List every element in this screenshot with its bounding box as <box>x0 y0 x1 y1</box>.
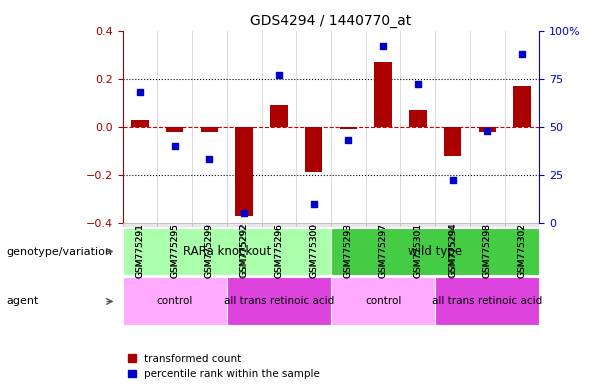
Bar <box>340 127 357 129</box>
Text: all trans retinoic acid: all trans retinoic acid <box>224 296 334 306</box>
FancyBboxPatch shape <box>158 223 192 227</box>
Bar <box>201 127 218 132</box>
Text: GSM775298: GSM775298 <box>483 223 492 278</box>
FancyBboxPatch shape <box>331 228 539 275</box>
Text: GSM775298: GSM775298 <box>483 223 492 278</box>
Text: GSM775301: GSM775301 <box>413 223 422 278</box>
Bar <box>166 127 183 132</box>
Text: GSM775294: GSM775294 <box>448 223 457 278</box>
Point <box>309 200 319 207</box>
FancyBboxPatch shape <box>227 223 262 227</box>
Text: GSM775297: GSM775297 <box>379 223 387 278</box>
Point <box>517 51 527 57</box>
Text: GSM775302: GSM775302 <box>517 223 527 278</box>
Text: GSM775292: GSM775292 <box>240 223 249 278</box>
FancyBboxPatch shape <box>435 223 470 227</box>
Point <box>274 72 284 78</box>
FancyBboxPatch shape <box>435 278 539 325</box>
Text: GSM775299: GSM775299 <box>205 223 214 278</box>
Text: GSM775296: GSM775296 <box>275 223 283 278</box>
Bar <box>479 127 496 132</box>
Text: agent: agent <box>6 296 39 306</box>
FancyBboxPatch shape <box>331 223 366 227</box>
Bar <box>235 127 253 215</box>
Text: GSM775301: GSM775301 <box>413 223 422 278</box>
Point <box>239 210 249 216</box>
Text: GSM775291: GSM775291 <box>135 223 145 278</box>
Point <box>135 89 145 95</box>
Text: GSM775295: GSM775295 <box>170 223 179 278</box>
Text: control: control <box>365 296 402 306</box>
Legend: transformed count, percentile rank within the sample: transformed count, percentile rank withi… <box>128 354 321 379</box>
FancyBboxPatch shape <box>123 278 227 325</box>
Point <box>343 137 353 143</box>
Text: GSM775302: GSM775302 <box>517 223 527 278</box>
FancyBboxPatch shape <box>123 223 158 227</box>
Text: GSM775295: GSM775295 <box>170 223 179 278</box>
FancyBboxPatch shape <box>504 223 539 227</box>
Text: genotype/variation: genotype/variation <box>6 247 112 257</box>
Text: GSM775300: GSM775300 <box>309 223 318 278</box>
Text: all trans retinoic acid: all trans retinoic acid <box>432 296 543 306</box>
Point <box>447 177 457 184</box>
Text: GSM775294: GSM775294 <box>448 223 457 278</box>
Point <box>378 43 388 49</box>
Point <box>413 81 423 88</box>
FancyBboxPatch shape <box>262 223 296 227</box>
Bar <box>131 119 149 127</box>
Bar <box>444 127 461 156</box>
FancyBboxPatch shape <box>400 223 435 227</box>
FancyBboxPatch shape <box>366 223 400 227</box>
Text: control: control <box>156 296 193 306</box>
FancyBboxPatch shape <box>227 278 331 325</box>
Text: RARa knockout: RARa knockout <box>183 245 271 258</box>
Text: wild type: wild type <box>408 245 462 258</box>
Text: GSM775296: GSM775296 <box>275 223 283 278</box>
Text: GSM775292: GSM775292 <box>240 223 249 278</box>
Text: GSM775291: GSM775291 <box>135 223 145 278</box>
Text: GSM775293: GSM775293 <box>344 223 353 278</box>
FancyBboxPatch shape <box>296 223 331 227</box>
Text: GSM775300: GSM775300 <box>309 223 318 278</box>
Point <box>170 143 180 149</box>
Text: GSM775297: GSM775297 <box>379 223 387 278</box>
Point <box>205 156 215 162</box>
Bar <box>513 86 531 127</box>
FancyBboxPatch shape <box>192 223 227 227</box>
FancyBboxPatch shape <box>470 223 504 227</box>
Bar <box>375 62 392 127</box>
Bar <box>270 105 287 127</box>
FancyBboxPatch shape <box>123 228 331 275</box>
Bar <box>409 110 427 127</box>
FancyBboxPatch shape <box>331 278 435 325</box>
Title: GDS4294 / 1440770_at: GDS4294 / 1440770_at <box>250 14 412 28</box>
Text: GSM775293: GSM775293 <box>344 223 353 278</box>
Text: GSM775299: GSM775299 <box>205 223 214 278</box>
Bar <box>305 127 322 172</box>
Point <box>482 127 492 134</box>
